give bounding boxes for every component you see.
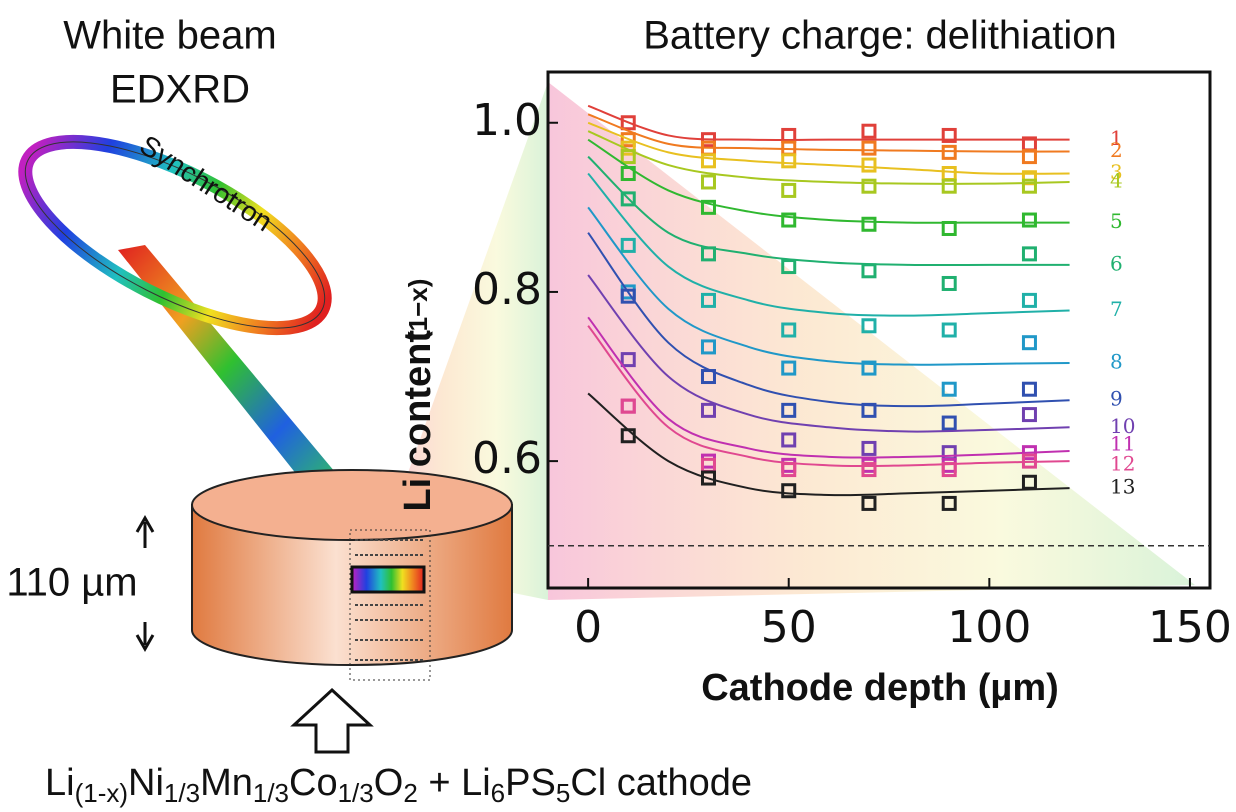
thickness-arrow [137,518,153,649]
formula-subscript: 1/3 [338,778,374,808]
y-axis-label: Li content [397,330,439,512]
y-tick-label: 0.6 [472,433,542,484]
input-arrow [294,690,370,752]
x-tick-label: 100 [947,602,1031,653]
data-point [1023,248,1035,260]
formula-text: Ni [128,762,164,804]
data-point [1023,337,1035,349]
y-tick-label: 1.0 [472,95,542,146]
thickness-label: 110 µm [6,561,137,605]
y-tick-label: 0.8 [472,264,542,315]
chart-title: Battery charge: delithiation [643,14,1117,58]
formula-subscript: 6 [491,778,505,808]
data-point [863,265,875,277]
y-axis-unit: (1−x) [403,279,433,340]
formula-text: Co [289,762,338,804]
x-tick-label: 150 [1148,602,1232,653]
data-point [783,184,795,196]
formula-subscript: 1/3 [164,778,200,808]
formula-text: + Li [418,762,491,804]
x-tick-label: 50 [761,602,817,653]
data-point [943,222,955,234]
illustration-title: EDXRD [110,68,250,112]
data-point [863,142,875,154]
data-point [702,176,714,188]
legend-label: 4 [1110,168,1123,192]
data-point [943,146,955,158]
data-point [863,218,875,230]
legend-label: 5 [1110,209,1123,233]
data-point [1023,214,1035,226]
data-point [1023,383,1035,395]
formula-text: Cl cathode [570,762,752,804]
beam [118,245,340,485]
legend-label: 13 [1110,475,1135,499]
data-point [943,180,955,192]
figure: White beam EDXRD Synchrotron 110 µm Li(1… [0,0,1236,812]
data-point [1023,294,1035,306]
legend-label: 6 [1110,251,1123,275]
legend-label: 12 [1110,452,1135,476]
x-tick-label: 0 [574,602,602,653]
beam-window [352,567,424,592]
formula-subscript: (1-x) [75,778,128,808]
formula-text: Li [45,762,75,804]
data-point [863,125,875,137]
data-point [943,277,955,289]
illustration-title: White beam [63,14,276,58]
formula-text: PS [505,762,556,804]
data-point [702,155,714,167]
data-point [943,168,955,180]
formula-subscript: 2 [403,778,417,808]
formula: Li(1-x)Ni1/3Mn1/3Co1/3O2 + Li6PS5Cl cath… [45,762,752,808]
legend-label: 9 [1110,387,1123,411]
fit-curve [588,123,1069,174]
data-point [783,155,795,167]
formula-text: Mn [200,762,253,804]
data-point [863,159,875,171]
formula-subscript: 5 [556,778,570,808]
legend-label: 8 [1110,349,1123,373]
x-axis-label: Cathode depth (µm) [701,667,1059,709]
fit-curve [588,106,1069,140]
legend-label: 7 [1110,297,1123,321]
legend-label: 2 [1110,138,1123,162]
formula-text: O [374,762,404,804]
formula-subscript: 1/3 [253,778,289,808]
data-point [943,324,955,336]
data-point [1023,409,1035,421]
ring-label: Synchrotron [134,129,277,237]
